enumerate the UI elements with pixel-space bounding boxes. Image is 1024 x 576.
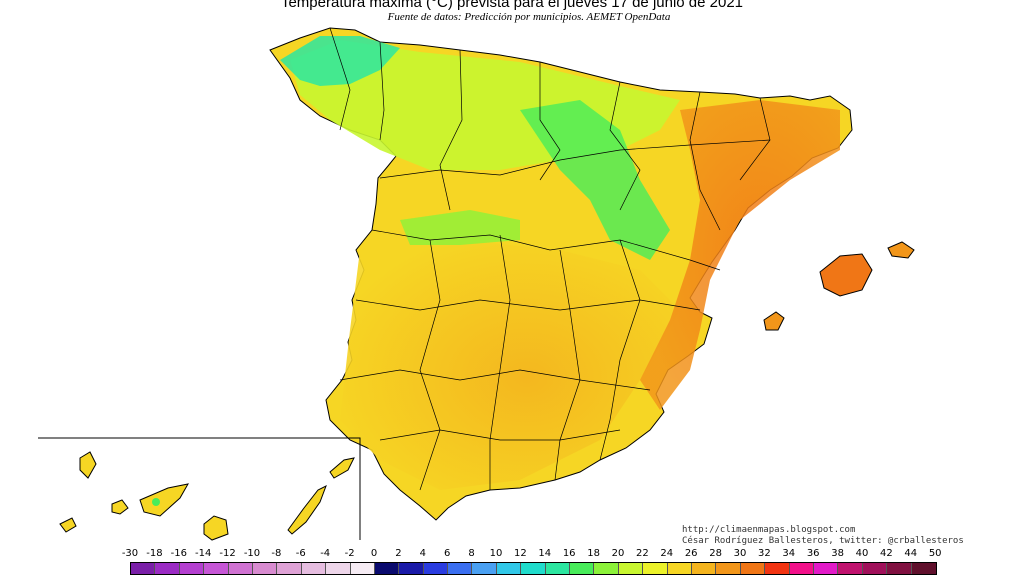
legend-swatch	[155, 563, 180, 574]
legend-tick-label: 24	[660, 548, 674, 559]
legend-swatch	[765, 563, 790, 574]
mallorca	[819, 253, 873, 297]
legend-swatch	[789, 563, 814, 574]
legend-tick-label: 36	[806, 548, 820, 559]
legend-swatch	[716, 563, 741, 574]
legend-swatch	[204, 563, 229, 574]
la-gomera	[111, 499, 129, 515]
legend-tick-label: 34	[782, 548, 796, 559]
legend-tick-label: 30	[733, 548, 747, 559]
legend-swatch	[448, 563, 473, 574]
legend-swatch	[496, 563, 522, 574]
legend-swatch	[228, 563, 253, 574]
legend-swatch	[911, 563, 936, 574]
legend-tick-label: -14	[195, 548, 212, 559]
legend-tick-label: -30	[121, 548, 139, 559]
legend-tick-label: 42	[880, 548, 893, 559]
legend-tick-label: -16	[170, 548, 187, 559]
legend-tick-label: 38	[831, 548, 844, 559]
zone-east-hot	[640, 100, 840, 410]
fuerteventura	[287, 484, 327, 535]
legend-tick-label: 40	[855, 548, 869, 559]
legend-tick-label: -10	[243, 548, 261, 559]
legend-swatch	[570, 563, 595, 574]
map-title: Temperatura máxima (°C) prevista para el…	[280, 0, 744, 11]
legend-tick-label: 20	[611, 548, 625, 559]
legend-tick-label: 26	[684, 548, 698, 559]
canary-islands-inset	[38, 437, 361, 541]
legend-swatch	[326, 563, 351, 574]
zone-northwest-cold	[280, 36, 400, 86]
legend-tick-label: 16	[562, 548, 576, 559]
legend-swatch	[179, 563, 205, 574]
legend-tick-label: 44	[904, 548, 918, 559]
legend-tick-label: 14	[538, 548, 552, 559]
legend-tick-label: 12	[514, 548, 527, 559]
legend-swatch	[887, 563, 912, 574]
province-boundaries	[329, 27, 771, 491]
legend-tick-label: -2	[344, 548, 355, 559]
legend-swatch	[862, 563, 888, 574]
color-legend: -30 -18 -16 -14 -12 -10 -8 -6 -4 -2 0 2 4 6 8 10 12 14 16 1…	[0, 548, 1024, 576]
ibiza	[763, 311, 785, 331]
legend-tick-label: 10	[489, 548, 503, 559]
legend-swatch	[813, 563, 839, 574]
legend-swatch	[618, 563, 644, 574]
legend-tick-label: 8	[468, 548, 475, 559]
credits-url: http://climaenmapas.blogspot.com	[682, 525, 856, 535]
zone-central-range	[400, 210, 520, 245]
legend-tick-label: -4	[320, 548, 331, 559]
legend-tick-label: 2	[395, 548, 402, 559]
legend-swatch	[277, 563, 302, 574]
temperature-map	[38, 27, 915, 541]
legend-swatch	[252, 563, 278, 574]
legend-tick-label: 28	[709, 548, 722, 559]
legend-tick-label: 50	[928, 548, 942, 559]
legend-tick-label: 32	[758, 548, 771, 559]
legend-swatch	[399, 563, 424, 574]
gran-canaria	[203, 515, 229, 541]
teide-cold-spot	[152, 498, 160, 506]
balearic-islands	[763, 241, 915, 331]
credits-author: César Rodríguez Ballesteros, twitter: @c…	[682, 536, 964, 546]
inset-frame	[38, 437, 361, 540]
map-subtitle: Fuente de datos: Predicción por municipi…	[387, 11, 671, 23]
legend-tick-label: -18	[146, 548, 163, 559]
legend-swatch	[423, 563, 449, 574]
legend-swatch	[472, 563, 497, 574]
legend-tick-label: 4	[419, 548, 426, 559]
legend-swatch	[643, 563, 668, 574]
zone-iberian-range	[520, 100, 670, 260]
legend-swatch	[545, 563, 571, 574]
lanzarote	[329, 457, 355, 479]
legend-swatch	[521, 563, 546, 574]
tenerife	[139, 483, 189, 517]
legend-tick-label: 0	[370, 548, 378, 559]
legend-swatch	[374, 563, 400, 574]
legend-tick-label: 22	[636, 548, 649, 559]
legend-swatch	[350, 563, 375, 574]
legend-tick-label: -8	[271, 548, 282, 559]
zone-south-warm	[340, 240, 680, 490]
legend-tick-label: 18	[587, 548, 600, 559]
menorca	[887, 241, 915, 259]
legend-swatch	[691, 563, 717, 574]
legend-swatch	[131, 563, 156, 574]
legend-swatch	[594, 563, 619, 574]
la-palma	[79, 451, 97, 479]
legend-swatch	[667, 563, 692, 574]
legend-tick-label: -12	[219, 548, 236, 559]
legend-swatch	[740, 563, 766, 574]
mainland	[269, 27, 862, 521]
legend-swatch	[838, 563, 863, 574]
legend-swatch	[301, 563, 327, 574]
legend-tick-label: 6	[444, 548, 451, 559]
legend-colorbar	[130, 562, 937, 575]
el-hierro	[59, 517, 77, 533]
credits-block: http://climaenmapas.blogspot.com César R…	[682, 525, 964, 547]
legend-tick-label: -6	[295, 548, 306, 559]
